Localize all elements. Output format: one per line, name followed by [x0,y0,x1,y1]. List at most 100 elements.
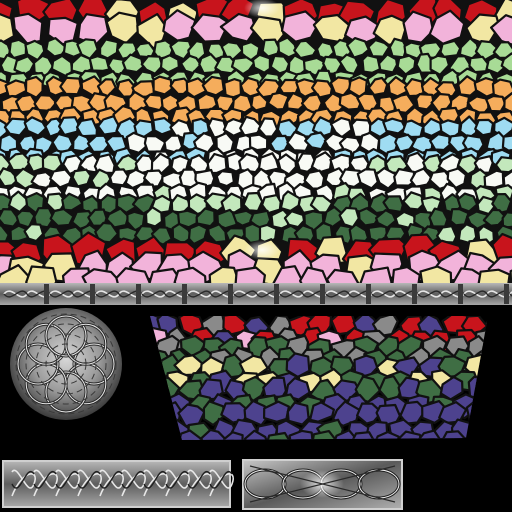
white-glass [393,167,416,187]
knot-strand [143,471,167,489]
knot-strand [249,465,396,503]
green-glass [251,53,271,74]
knot-divider [228,284,233,304]
orange-glass [201,75,225,97]
knot-divider [412,284,417,304]
top-border-pink-glass [402,10,435,44]
knot-strand [417,290,465,298]
cyan-glass [382,117,407,135]
knot-divider [136,284,141,304]
celtic-knot-bar-bottom-left [2,460,234,508]
dark-green-glass [382,195,404,214]
white-glass [0,167,20,188]
mosaic-green-glass [150,336,160,358]
dark-green-glass [207,223,228,244]
knot-strand [33,471,57,489]
dark-green-glass [49,207,75,227]
orange-glass [485,94,507,113]
white-glass [303,169,326,190]
knot-strand [463,290,511,298]
orange-glass [160,93,180,114]
mosaic-violet-glass [177,429,202,440]
cyan-glass [23,116,48,137]
knot-strand [209,471,233,489]
mosaic-violet-glass [396,430,425,440]
knot-strand [77,471,101,489]
knot-divider [366,284,371,304]
knot-strand [95,290,143,298]
mosaic-violet-glass [465,429,488,440]
top-rainbow-window [0,0,512,301]
knot-divider [44,284,49,304]
cyan-glass [474,118,495,137]
mosaic-violet-glass [356,402,383,425]
knot-divider [320,284,325,304]
knot-strand [121,471,145,489]
green-glass [134,41,156,59]
mosaic-violet-glass [150,377,159,400]
mosaic-violet-glass [350,431,376,440]
dark-green-glass [436,225,458,244]
knot-divider [458,284,463,304]
green-glass [277,36,299,59]
dark-green-glass [94,221,120,244]
glass-glint [244,240,280,260]
mosaic-violet-glass [150,392,173,418]
dark-green-glass [348,223,370,246]
knot-strand [279,290,327,298]
knot-strand [99,471,123,489]
dark-green-glass [105,207,130,229]
mosaic-clip-group [150,316,488,440]
green-glass [8,38,28,60]
knot-divider [90,284,95,304]
mosaic-violet-glass [372,430,400,440]
mosaic-violet-glass [286,401,310,426]
dark-green-glass [491,193,512,215]
knot-strand [141,290,189,298]
green-glass [121,53,145,74]
cyan-glass [152,116,173,136]
white-glass [71,168,92,188]
knot-strand [49,290,97,298]
knot-strip-base [0,283,512,305]
glass-glint [244,0,280,18]
cyan-glass [57,116,80,137]
mosaic-violet-glass [473,422,488,440]
knot-strand [325,290,373,298]
mosaic-violet-glass [200,428,229,440]
green-glass [378,53,399,74]
knot-divider [504,284,509,304]
knot-ring [45,315,87,357]
knot-strand [165,471,189,489]
knot-ring [35,333,97,395]
green-glass [429,54,451,76]
knot-ring [45,343,87,385]
mosaic-cream-glass [150,369,169,394]
celtic-knot-panel-bottom-right [242,459,403,510]
knot-divider [182,284,187,304]
top-border-pink-glass [162,9,197,42]
dark-green-glass [176,209,199,229]
mosaic-violet-glass [222,431,244,440]
mosaic-violet-glass [244,429,269,440]
knot-strand [187,471,211,489]
orange-glass [473,76,495,98]
orange-glass [403,77,425,98]
green-glass [492,41,512,60]
green-glass [159,54,180,74]
mosaic-violet-glass [265,431,292,440]
dark-green-glass [501,211,512,229]
orange-glass [152,75,173,96]
mosaic-violet-glass [484,399,488,424]
orange-glass [491,78,512,100]
orange-glass [434,81,458,98]
knot-strand [209,469,234,497]
orange-glass [266,91,290,111]
mosaic-violet-glass [484,430,488,440]
knot-ring [17,343,59,385]
knot-strand [371,290,419,298]
mosaic-violet-glass [439,375,464,401]
knot-strand [55,471,79,489]
cyan-glass [51,132,74,153]
green-glass [88,55,111,73]
